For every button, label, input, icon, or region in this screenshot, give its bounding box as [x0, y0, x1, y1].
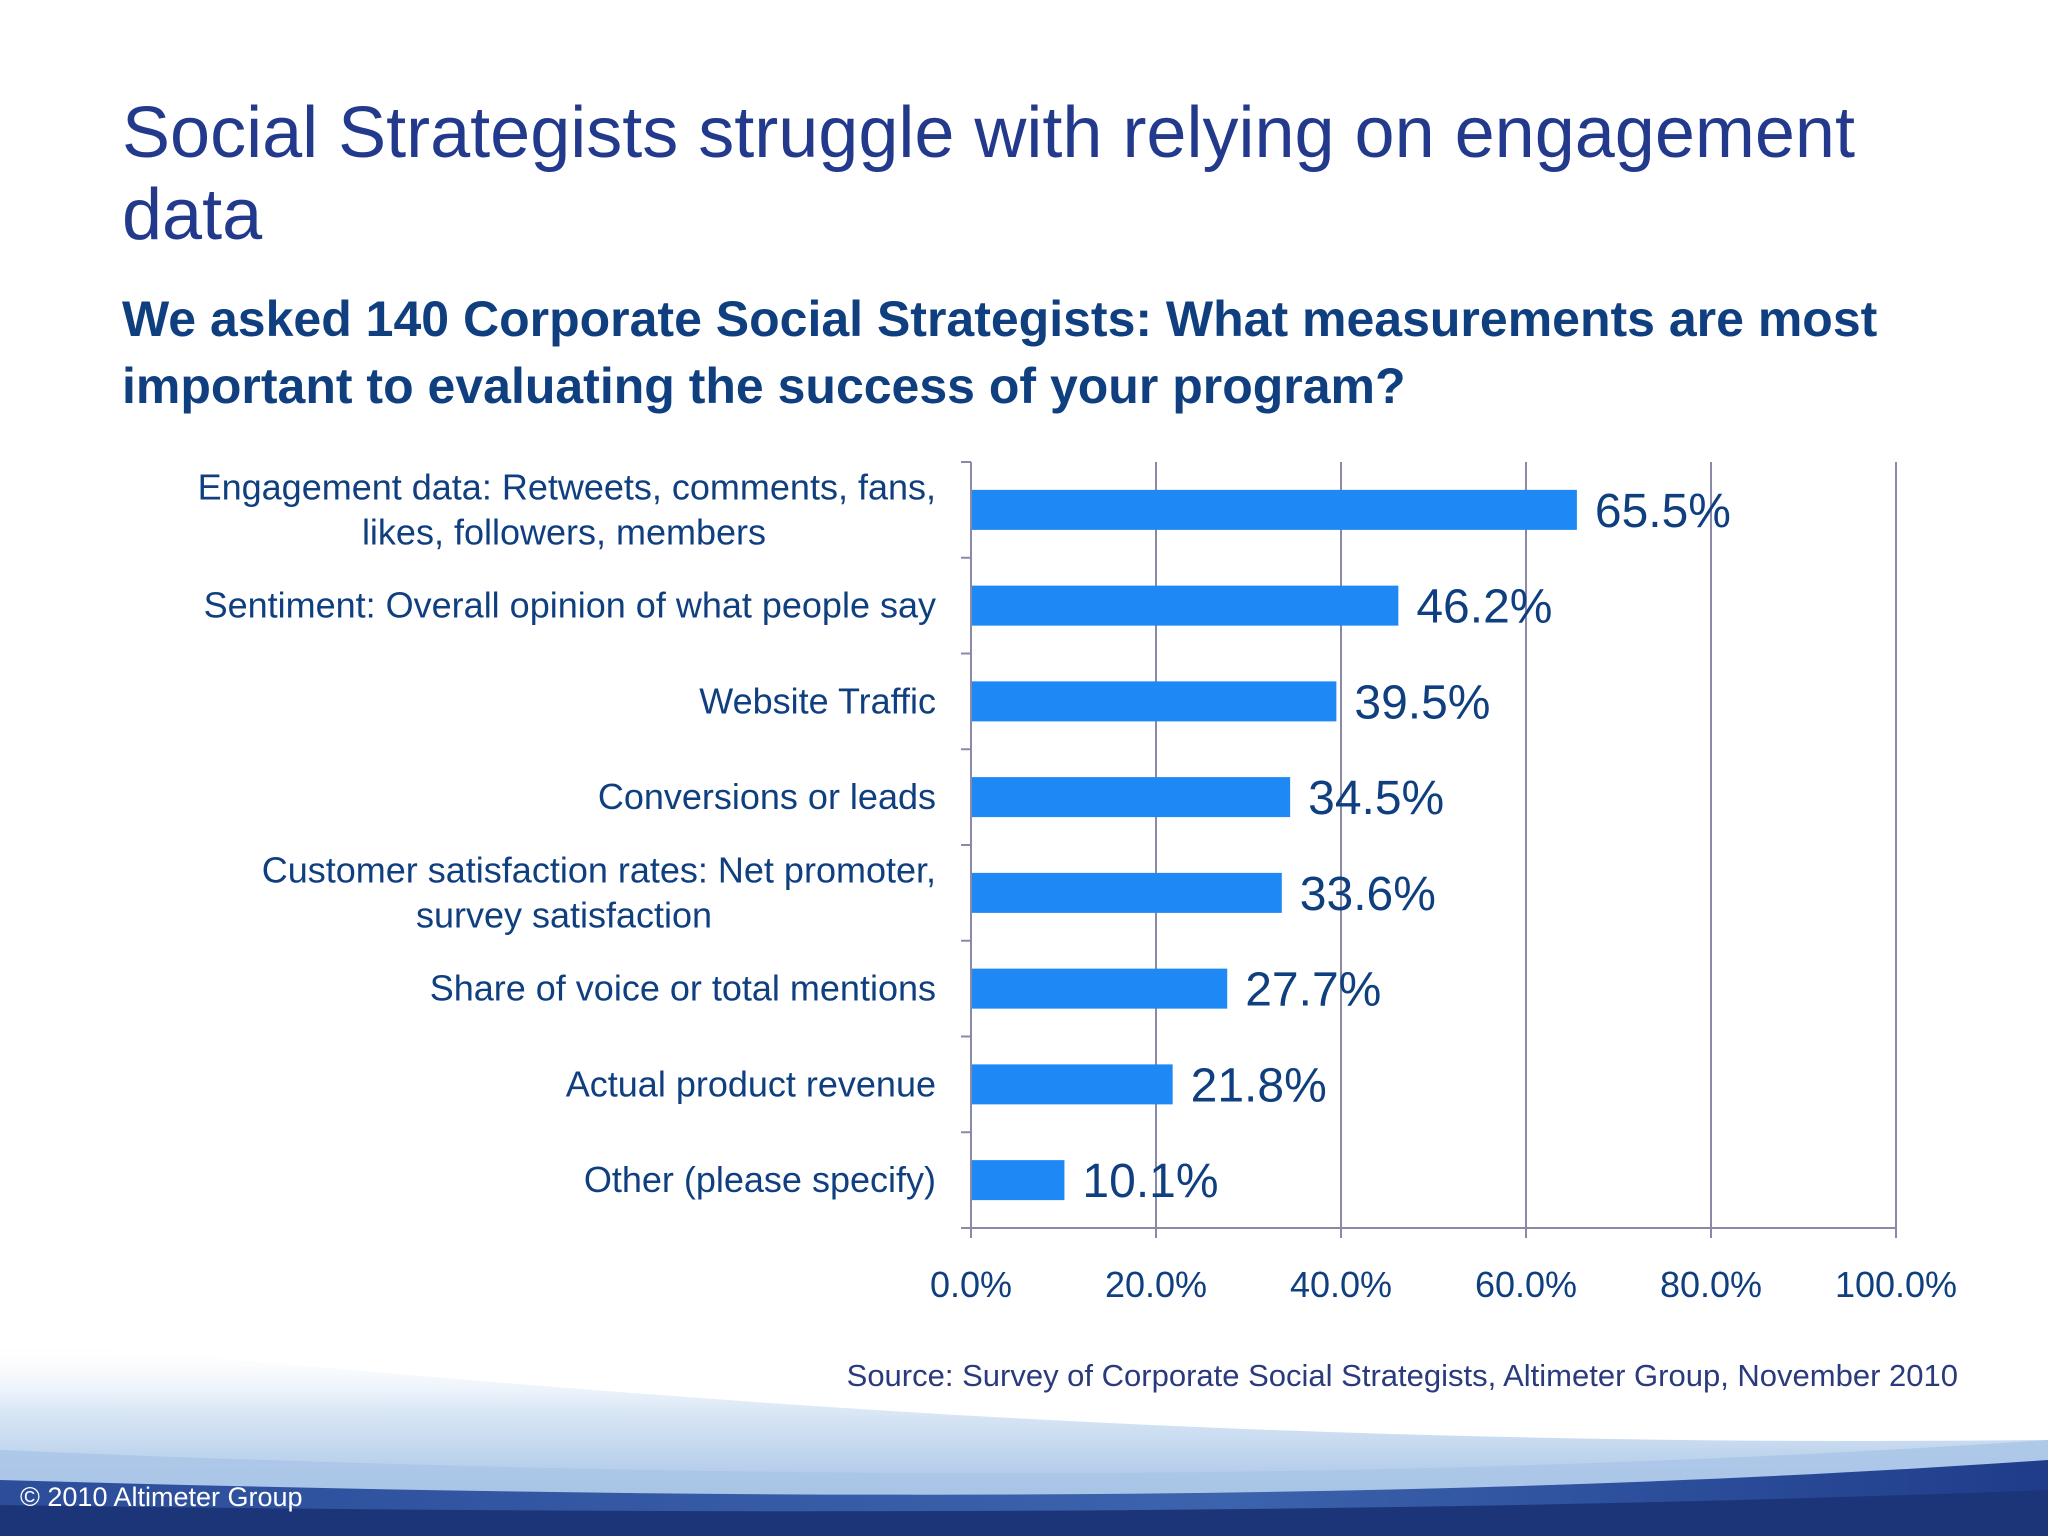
- x-tick-label: 0.0%: [930, 1264, 1012, 1305]
- category-label: Share of voice or total mentions: [430, 968, 936, 1009]
- slide-title: Social Strategists struggle with relying…: [122, 93, 1855, 255]
- bar: [972, 489, 1577, 530]
- data-label: 33.6%: [1300, 868, 1436, 921]
- category-label: Other (please specify): [584, 1159, 936, 1200]
- data-label: 27.7%: [1245, 964, 1381, 1017]
- x-tick-label: 40.0%: [1290, 1264, 1392, 1305]
- category-label-line: likes, followers, members: [362, 511, 766, 552]
- bar: [972, 1064, 1173, 1105]
- x-tick-label: 60.0%: [1475, 1264, 1577, 1305]
- category-label-line: Other (please specify): [584, 1159, 936, 1200]
- data-label: 10.1%: [1082, 1155, 1218, 1208]
- bar: [972, 681, 1337, 722]
- bar: [972, 968, 1228, 1009]
- x-tick-label: 80.0%: [1660, 1264, 1762, 1305]
- x-tick-label: 100.0%: [1835, 1264, 1957, 1305]
- x-tick-label: 20.0%: [1105, 1264, 1207, 1305]
- bar: [972, 585, 1399, 626]
- slide-subtitle: We asked 140 Corporate Social Strategist…: [122, 291, 1878, 414]
- source-note: Source: Survey of Corporate Social Strat…: [846, 1358, 1958, 1393]
- category-label-line: Engagement data: Retweets, comments, fan…: [198, 466, 936, 507]
- data-label: 39.5%: [1354, 676, 1490, 729]
- category-label-line: Actual product revenue: [566, 1063, 936, 1104]
- copyright-note: © 2010 Altimeter Group: [20, 1482, 303, 1512]
- category-label: Customer satisfaction rates: Net promote…: [262, 849, 936, 935]
- bar: [972, 872, 1282, 913]
- category-label: Actual product revenue: [566, 1063, 936, 1104]
- data-label: 21.8%: [1191, 1059, 1327, 1112]
- category-label-line: Conversions or leads: [598, 776, 936, 817]
- category-label: Sentiment: Overall opinion of what peopl…: [204, 585, 936, 626]
- category-label: Engagement data: Retweets, comments, fan…: [198, 466, 936, 552]
- category-label-line: Share of voice or total mentions: [430, 968, 936, 1009]
- category-label: Website Traffic: [699, 680, 936, 721]
- data-label: 34.5%: [1308, 772, 1444, 825]
- category-label: Conversions or leads: [598, 776, 936, 817]
- bar: [972, 777, 1291, 818]
- category-label-line: Website Traffic: [699, 680, 936, 721]
- category-label-line: Customer satisfaction rates: Net promote…: [262, 849, 936, 890]
- data-label: 65.5%: [1595, 485, 1731, 538]
- category-label-line: survey satisfaction: [416, 894, 712, 935]
- category-label-line: Sentiment: Overall opinion of what peopl…: [204, 585, 936, 626]
- bar: [972, 1160, 1065, 1201]
- data-label: 46.2%: [1416, 581, 1552, 634]
- footer-wave: [0, 1340, 2048, 1536]
